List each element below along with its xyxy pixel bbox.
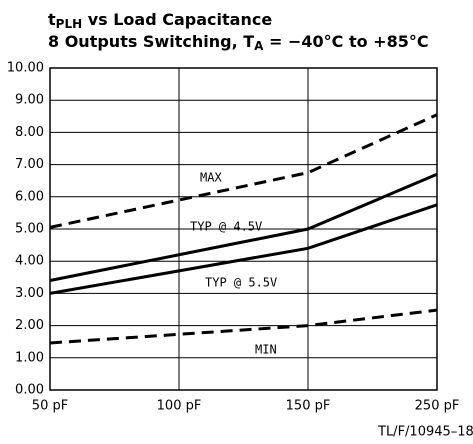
x-tick-label: 150 pF <box>286 399 331 414</box>
y-tick-label: 7.00 <box>15 157 44 172</box>
chart-subtitle: 8 Outputs Switching, TA = −40°C to +85°C <box>48 32 429 53</box>
subtitle-sub: A <box>254 39 264 53</box>
series-label: TYP @ 4.5V <box>190 220 262 234</box>
y-tick-label: 5.00 <box>15 222 44 237</box>
chart-title: tPLH vs Load Capacitance <box>48 10 272 31</box>
series-line <box>49 308 438 345</box>
plot-frame <box>49 67 438 391</box>
series-line <box>49 172 438 282</box>
series-line <box>49 203 438 295</box>
y-tick-label: 10.00 <box>7 61 44 76</box>
title-part: vs Load Capacitance <box>82 10 272 29</box>
series-label: TYP @ 5.5V <box>205 276 277 290</box>
subtitle-part: = −40°C to +85°C <box>263 32 428 51</box>
y-tick-label: 2.00 <box>15 318 44 333</box>
x-tick-label: 250 pF <box>415 399 460 414</box>
x-tick-label: 100 pF <box>157 399 202 414</box>
y-tick-label: 0.00 <box>15 383 44 398</box>
y-tick-label: 8.00 <box>15 125 44 140</box>
y-tick-label: 6.00 <box>15 189 44 204</box>
footnote: TL/F/10945–18 <box>377 425 473 440</box>
title-part: t <box>48 10 56 29</box>
y-tick-label: 3.00 <box>15 286 44 301</box>
series-line <box>49 113 438 229</box>
title-sub: PLH <box>56 17 82 31</box>
y-tick-label: 9.00 <box>15 93 44 108</box>
x-tick-label: 50 pF <box>32 399 68 414</box>
y-tick-label: 4.00 <box>15 254 44 269</box>
y-tick-label: 1.00 <box>15 350 44 365</box>
series-label: MIN <box>255 343 277 357</box>
series-label: MAX <box>200 171 222 185</box>
subtitle-part: 8 Outputs Switching, T <box>48 32 254 51</box>
